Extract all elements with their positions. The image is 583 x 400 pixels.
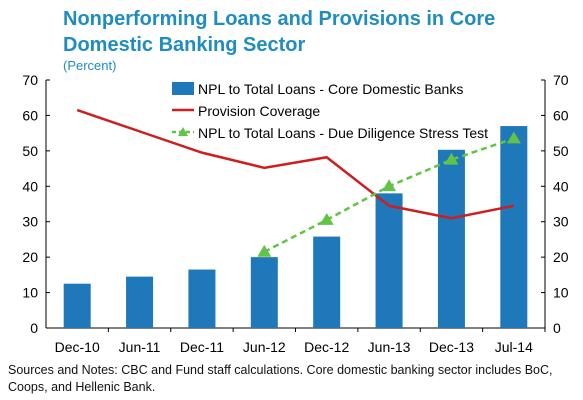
right-tick-label: 20 (553, 249, 569, 265)
x-tick-label: Dec-11 (180, 339, 224, 355)
left-tick-label: 50 (22, 143, 38, 159)
stress-test-marker (506, 131, 521, 144)
stress-test-marker (257, 244, 272, 257)
left-tick-label: 10 (22, 285, 38, 301)
right-tick-label: 10 (553, 285, 569, 301)
bar-npl-core-domestic (126, 276, 154, 328)
left-tick-label: 30 (22, 214, 38, 230)
legend: NPL to Total Loans - Core Domestic Banks… (172, 81, 488, 141)
right-tick-label: 30 (553, 214, 569, 230)
x-tick-label: Jun-12 (243, 339, 286, 355)
x-tick-label: Dec-13 (429, 339, 474, 355)
legend-swatch-bar (172, 82, 194, 95)
left-tick-label: 60 (22, 107, 38, 123)
bar-npl-core-domestic (500, 126, 528, 328)
x-tick-label: Jul-14 (495, 339, 533, 355)
left-y-axis: 0 10 20 30 40 50 60 70 (22, 72, 50, 336)
left-tick-label: 20 (22, 249, 38, 265)
stress-test-marker (444, 152, 459, 165)
bar-npl-core-domestic (437, 149, 465, 328)
legend-label-npl-core: NPL to Total Loans - Core Domestic Banks (198, 81, 463, 97)
chart: 0 10 20 30 40 50 60 70 0 10 20 30 40 50 60 70 Dec-10 Ju… (22, 72, 569, 355)
right-y-axis: 0 10 20 30 40 50 60 70 (541, 72, 569, 336)
x-axis: Dec-10 Jun-11 Dec-11 Jun-12 Dec-12 Jun-13 Dec-… (46, 327, 546, 355)
right-tick-label: 50 (553, 143, 569, 159)
legend-marker-stress (178, 127, 188, 136)
x-tick-label: Jun-13 (368, 339, 411, 355)
line-provision-coverage (76, 108, 515, 220)
right-tick-label: 70 (553, 72, 569, 88)
legend-label-stress: NPL to Total Loans - Due Diligence Stres… (198, 125, 488, 141)
stress-test-marker (319, 212, 334, 225)
x-tick-label: Dec-12 (304, 339, 349, 355)
line-series (76, 108, 521, 257)
right-tick-label: 0 (553, 320, 561, 336)
bar-series (63, 126, 528, 328)
left-tick-label: 40 (22, 178, 38, 194)
bar-npl-core-domestic (188, 269, 216, 328)
left-tick-label: 0 (30, 320, 38, 336)
right-tick-label: 40 (553, 178, 569, 194)
bar-npl-core-domestic (63, 283, 91, 328)
x-tick-label: Dec-10 (55, 339, 100, 355)
bar-npl-core-domestic (250, 257, 278, 328)
source-notes: Sources and Notes: CBC and Fund staff ca… (8, 363, 553, 394)
chart-title: Nonperforming Loans and Provisions in Co… (63, 8, 496, 56)
right-tick-label: 60 (553, 107, 569, 123)
bar-npl-core-domestic (375, 193, 403, 328)
bar-npl-core-domestic (313, 236, 341, 328)
chart-subtitle: (Percent) (63, 58, 117, 73)
legend-label-provision: Provision Coverage (198, 103, 320, 119)
x-tick-label: Jun-11 (119, 339, 161, 355)
left-tick-label: 70 (22, 72, 38, 88)
stress-test-marker (382, 179, 397, 192)
